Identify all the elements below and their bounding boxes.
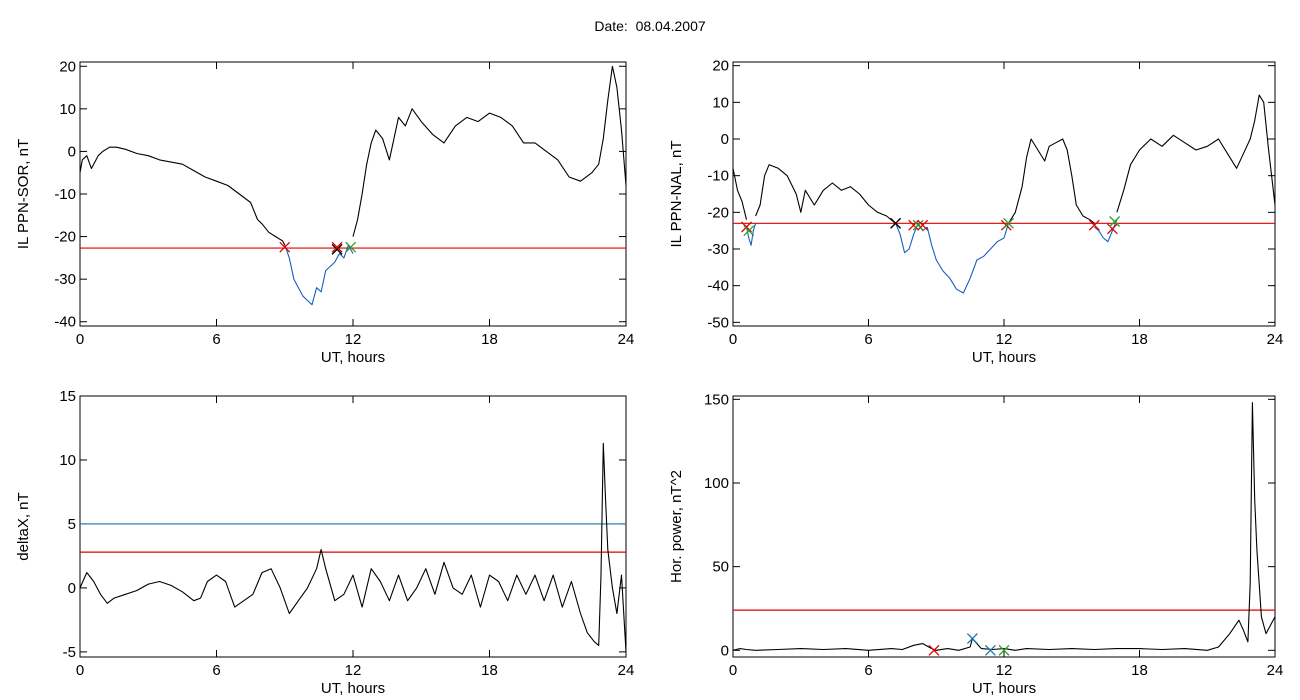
y-tick-label: 15 xyxy=(59,388,76,405)
figure-title: Date: 08.04.2007 xyxy=(594,18,706,34)
y-tick-label: 0 xyxy=(721,642,729,659)
y-tick-label: 20 xyxy=(712,58,729,75)
x-tick-label: 12 xyxy=(345,331,362,348)
y-tick-label: -40 xyxy=(707,278,729,295)
series-line xyxy=(79,146,286,246)
plot-frame xyxy=(79,395,627,658)
cross-marker xyxy=(1106,223,1118,235)
x-tick-label: 0 xyxy=(729,331,737,348)
chart-panel-2: 0 6 12 18 24 -50 -40 -30 -20 -10 0 10 20 UT, hours IL … xyxy=(668,58,1283,366)
y-tick-label: 50 xyxy=(712,559,729,576)
y-axis-label: IL PPN-SOR, nT xyxy=(15,139,32,249)
y-tick-label: 100 xyxy=(704,475,729,492)
series-line xyxy=(732,168,748,220)
series-line xyxy=(352,65,627,237)
series-line xyxy=(755,164,896,224)
y-tick-label: 0 xyxy=(68,143,76,160)
y-tick-label: 10 xyxy=(59,452,76,469)
series-line xyxy=(926,223,1010,294)
cross-marker xyxy=(345,241,357,253)
y-tick-label: 0 xyxy=(721,131,729,148)
x-tick-label: 24 xyxy=(1267,331,1284,348)
y-tick-label: -20 xyxy=(54,229,76,246)
x-axis-label: UT, hours xyxy=(321,680,385,697)
y-tick-label: 20 xyxy=(59,58,76,75)
series-line xyxy=(1008,138,1095,224)
cross-marker xyxy=(890,217,902,229)
y-axis-label: IL PPN-NAL, nT xyxy=(668,141,685,248)
cross-marker xyxy=(912,219,924,231)
y-tick-label: 10 xyxy=(712,94,729,111)
series-line xyxy=(284,244,354,306)
y-tick-label: -30 xyxy=(707,241,729,258)
x-tick-label: 12 xyxy=(996,331,1013,348)
cross-marker xyxy=(908,219,920,231)
x-tick-label: 24 xyxy=(1267,662,1284,679)
y-tick-label: -10 xyxy=(707,168,729,185)
x-tick-label: 6 xyxy=(212,662,220,679)
x-tick-label: 18 xyxy=(481,331,498,348)
cross-marker xyxy=(984,644,996,656)
plot-frame xyxy=(732,61,1276,327)
series-line xyxy=(745,223,757,246)
x-tick-label: 12 xyxy=(345,662,362,679)
x-axis-label: UT, hours xyxy=(972,680,1036,697)
x-tick-label: 0 xyxy=(729,662,737,679)
x-axis-label: UT, hours xyxy=(321,349,385,366)
x-tick-label: 0 xyxy=(76,331,84,348)
x-tick-label: 6 xyxy=(212,331,220,348)
chart-panel-4: 0 6 12 18 24 0 50 100 150 UT, hours Hor. power, nT… xyxy=(668,391,1283,697)
plot-frame xyxy=(79,61,627,327)
x-tick-label: 0 xyxy=(76,662,84,679)
x-tick-label: 24 xyxy=(618,662,635,679)
y-tick-label: 5 xyxy=(68,516,76,533)
x-tick-label: 6 xyxy=(864,662,872,679)
cross-marker xyxy=(1003,217,1014,229)
x-tick-label: 18 xyxy=(1131,331,1148,348)
series-line xyxy=(732,402,1276,651)
x-axis-label: UT, hours xyxy=(972,349,1036,366)
cross-marker xyxy=(279,241,291,253)
y-axis-label: deltaX, nT xyxy=(15,492,32,560)
cross-marker xyxy=(331,241,343,253)
cross-marker xyxy=(917,219,929,231)
y-tick-label: 150 xyxy=(704,391,729,408)
x-tick-label: 18 xyxy=(481,662,498,679)
x-tick-label: 12 xyxy=(996,662,1013,679)
cross-marker xyxy=(331,243,343,255)
y-tick-label: -50 xyxy=(707,314,729,331)
chart-panel-1: 0 6 12 18 24 -40 -30 -20 -10 0 10 20 UT, hours IL PPN… xyxy=(15,58,634,366)
series-line xyxy=(79,442,627,652)
y-axis-label: Hor. power, nT^2 xyxy=(668,470,685,583)
cross-marker xyxy=(1088,219,1100,231)
cross-marker xyxy=(966,633,978,645)
y-tick-label: -30 xyxy=(54,271,76,288)
cross-marker xyxy=(1109,216,1121,227)
x-tick-label: 6 xyxy=(864,331,872,348)
plot-frame xyxy=(732,395,1276,658)
series-line xyxy=(1116,94,1276,213)
x-tick-label: 18 xyxy=(1131,662,1148,679)
y-tick-label: 10 xyxy=(59,101,76,118)
x-tick-label: 24 xyxy=(618,331,635,348)
y-tick-label: -40 xyxy=(54,314,76,331)
cross-marker xyxy=(743,225,755,237)
y-tick-label: -10 xyxy=(54,186,76,203)
cross-marker xyxy=(928,644,940,656)
y-tick-label: 0 xyxy=(68,580,76,597)
cross-marker xyxy=(998,644,1010,656)
y-tick-label: -20 xyxy=(707,204,729,221)
y-tick-label: -5 xyxy=(63,644,76,661)
